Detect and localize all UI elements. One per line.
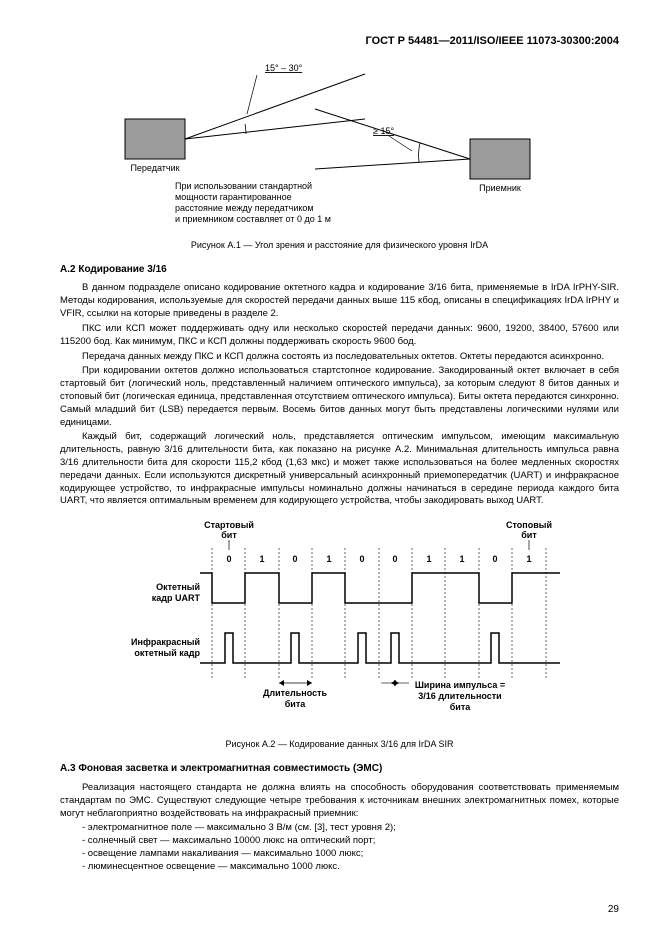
fig-a2-ir-l1: Инфракрасный [131,637,200,647]
fig-a2-stop-l1: Стоповый [506,520,552,530]
svg-text:0: 0 [359,554,364,564]
bullet-4: - люминесцентное освещение — максимально… [60,861,619,874]
doc-header-id: ГОСТ Р 54481—2011/ISO/IEEE 11073-30300:2… [60,34,619,49]
figure-a1-caption: Рисунок А.1 — Угол зрения и расстояние д… [60,239,619,251]
fig-a2-start-l2: бит [221,530,237,540]
bullet-2: - солнечный свет — максимально 10000 люк… [60,835,619,848]
figure-a2: Стартовый бит Стоповый бит 0 1 0 1 0 0 1… [105,518,575,728]
fig-a2-stop-l2: бит [521,530,537,540]
bullet-1: - электромагнитное поле — максимально 3 … [60,822,619,835]
section-a2-p3: Передача данных между ПКС и КСП должна с… [60,351,619,364]
section-a3-p1: Реализация настоящего стандарта не должн… [60,782,619,820]
fig-a1-note-l3: расстояние между передатчиком [175,203,314,213]
figure-a2-caption: Рисунок А.2 — Кодирование данных 3/16 дл… [60,738,619,750]
svg-text:0: 0 [492,554,497,564]
fig-a2-dim-bit-l1: Длительность [262,688,327,698]
fig-a1-angle-top: 15° – 30° [265,63,303,73]
section-a2-p4: При кодировании октетов должно использов… [60,365,619,429]
section-a2-p2: ПКС или КСП может поддерживать одну или … [60,323,619,349]
fig-a2-dim-pulse-l2: 3/16 длительности [418,691,501,701]
svg-text:1: 1 [459,554,464,564]
fig-a2-dim-bit-l2: бита [284,699,305,709]
fig-a1-note-l1: При использовании стандартной [175,181,312,191]
section-a2-p5: Каждый бит, содержащий логический ноль, … [60,431,619,508]
figure-a1: Передатчик Приемник 15° – 30° ≥ 15° При … [105,59,575,229]
section-a2-p1: В данном подразделе описано кодирование … [60,282,619,320]
svg-text:1: 1 [326,554,331,564]
page-number: 29 [608,903,619,917]
section-a2-title: А.2 Кодирование 3/16 [60,263,619,277]
svg-text:1: 1 [259,554,264,564]
svg-text:1: 1 [526,554,531,564]
fig-a2-uart-l1: Октетный [156,582,200,592]
section-a3-bullets: - электромагнитное поле — максимально 3 … [60,822,619,873]
fig-a2-start-l1: Стартовый [204,520,254,530]
svg-text:1: 1 [426,554,431,564]
fig-a2-dim-pulse-l1: Ширина импульса = [414,680,504,690]
section-a3-title: А.3 Фоновая засветка и электромагнитная … [60,762,619,776]
fig-a1-receiver-label: Приемник [479,183,521,193]
fig-a1-angle-bottom: ≥ 15° [373,126,394,136]
fig-a1-note-l4: и приемником составляет от 0 до 1 м [175,214,331,224]
svg-text:0: 0 [292,554,297,564]
fig-a1-transmitter-label: Передатчик [130,163,179,173]
fig-a1-note-l2: мощности гарантированное [175,192,292,202]
svg-text:0: 0 [226,554,231,564]
fig-a2-ir-l2: октетный кадр [134,648,200,658]
svg-text:0: 0 [392,554,397,564]
fig-a2-dim-pulse-l3: бита [449,702,470,712]
fig-a2-uart-l2: кадр UART [151,593,200,603]
bullet-3: - освещение лампами накаливания — максим… [60,848,619,861]
